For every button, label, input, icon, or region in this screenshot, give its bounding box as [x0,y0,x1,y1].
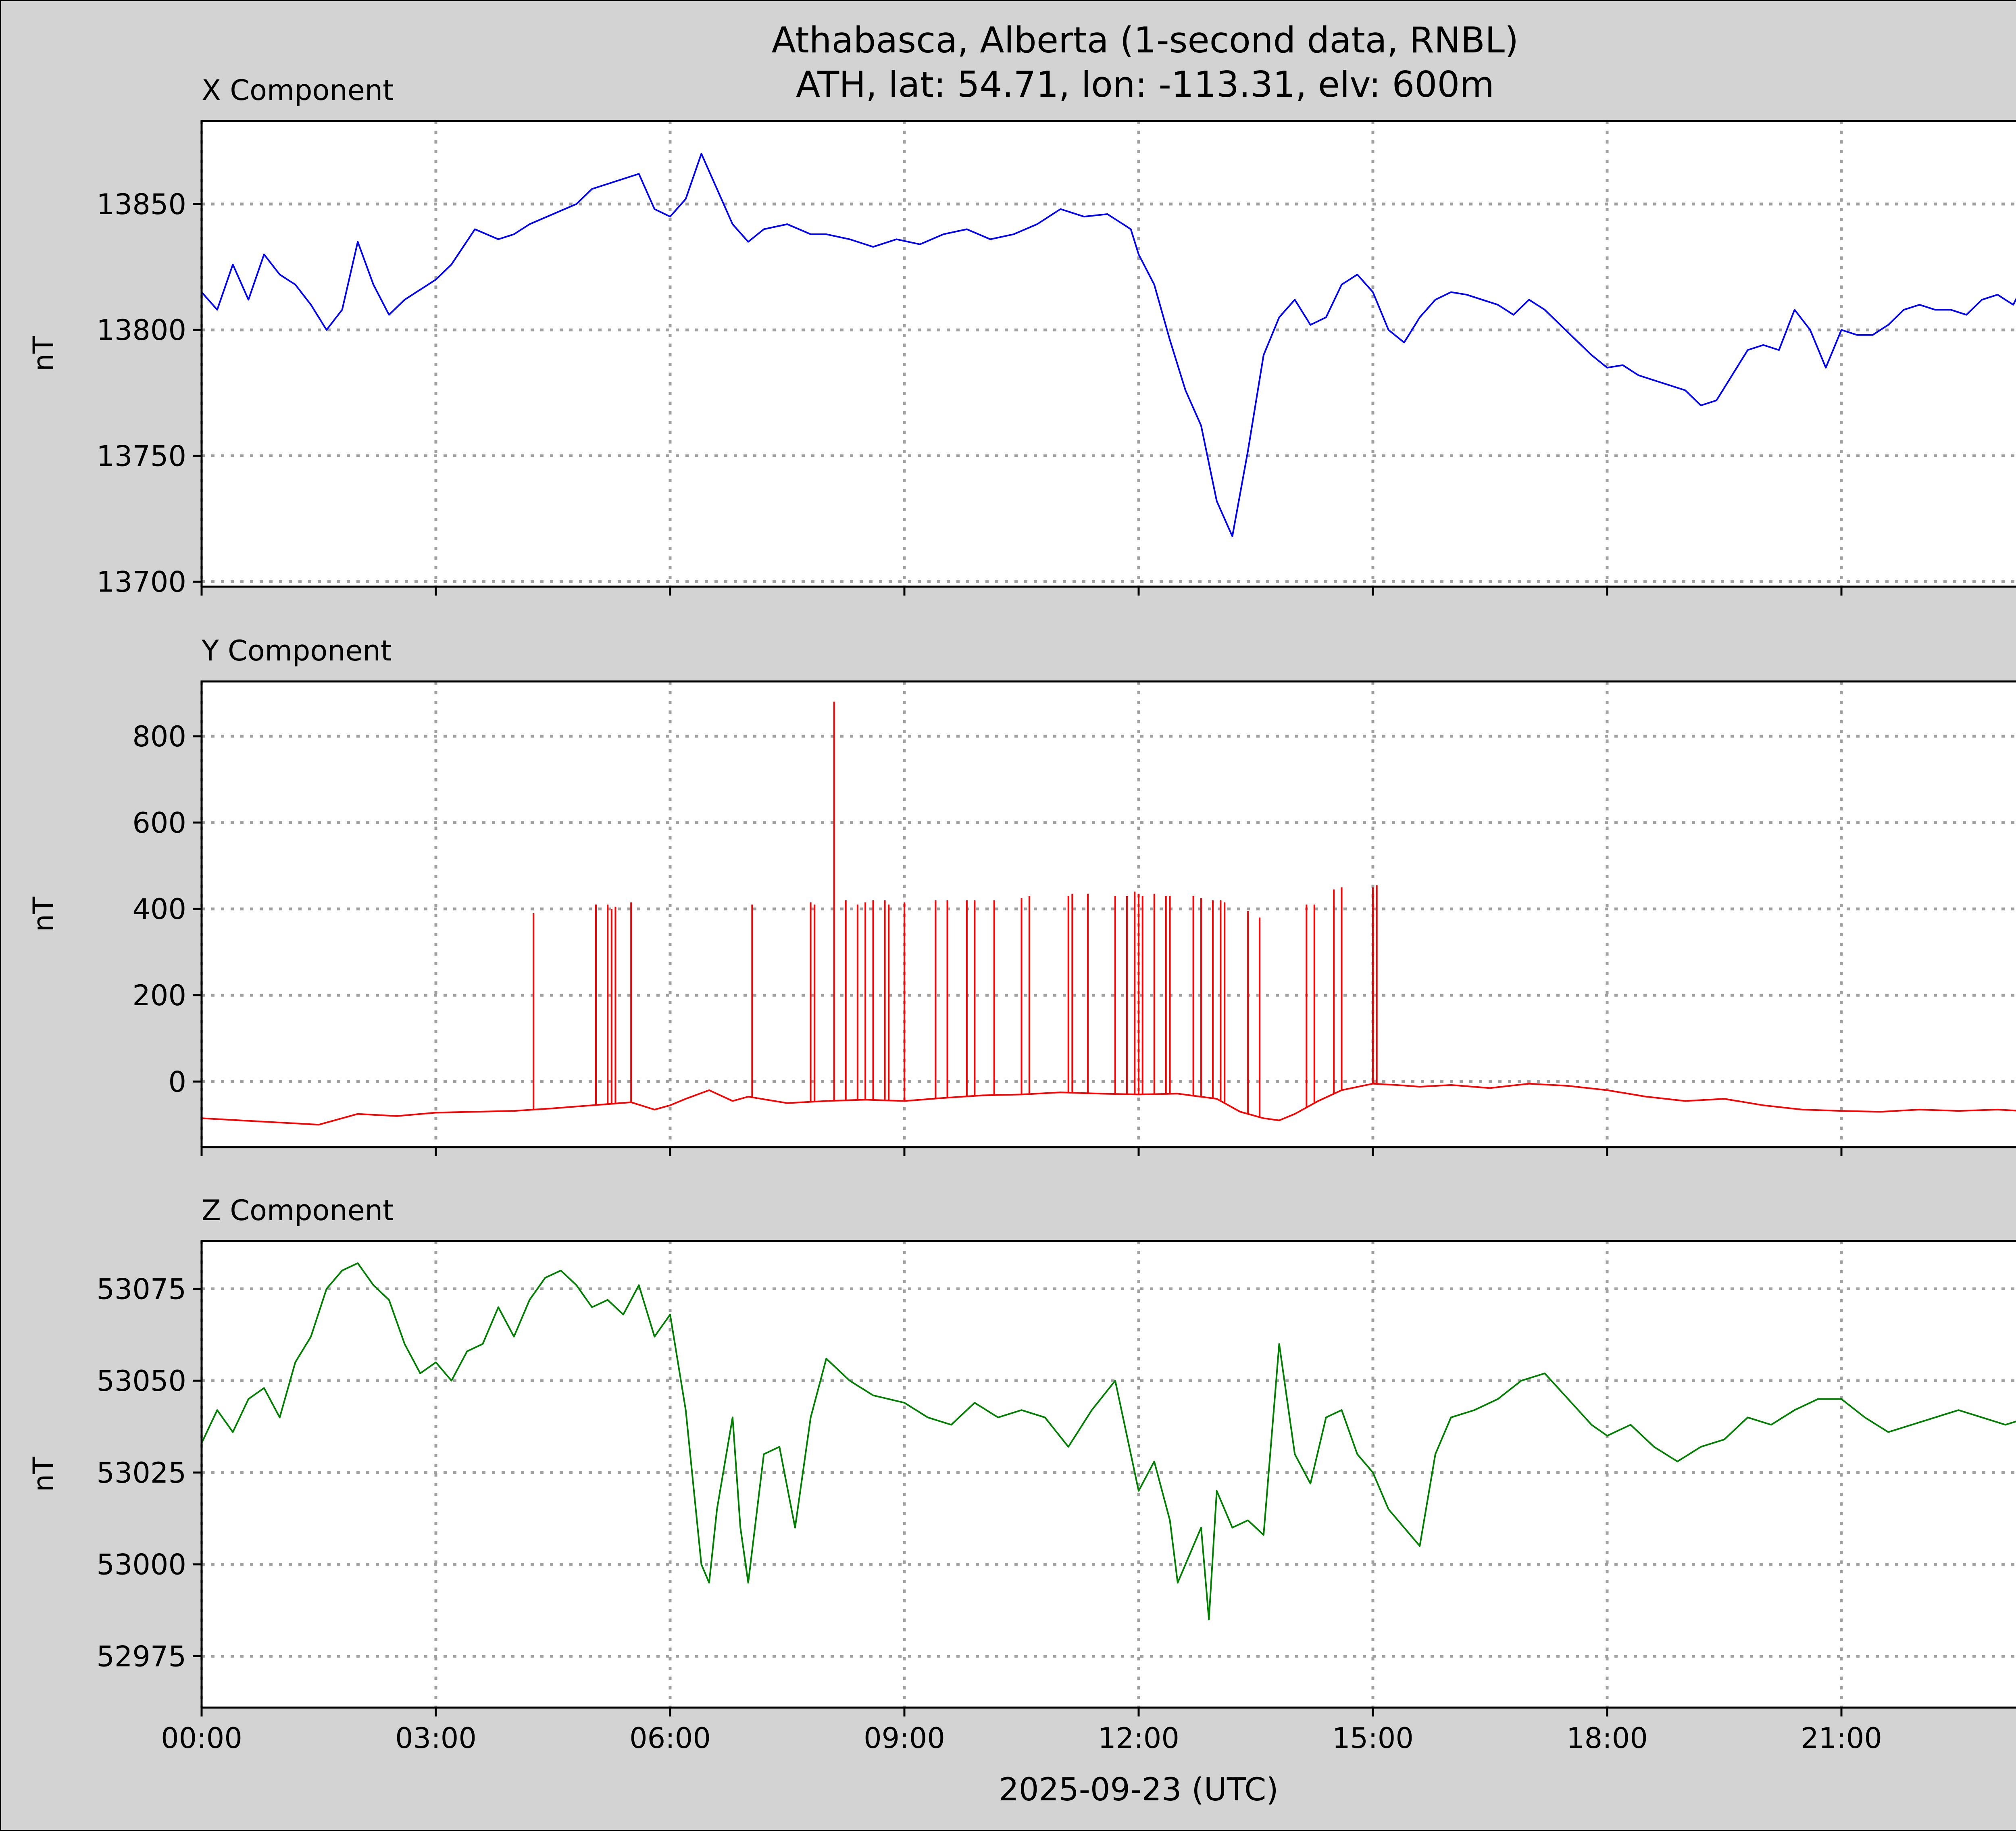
y-y-tick-label: 800 [132,720,186,753]
x-tick-label: 09:00 [864,1722,945,1755]
x-plot-area [202,121,2016,587]
x-y-tick-label: 13700 [96,566,186,599]
z-y-tick-label: 52975 [96,1640,186,1673]
x-axis-label: 2025-09-23 (UTC) [999,1772,1279,1808]
x-tick-label: 06:00 [629,1722,711,1755]
y-component-panel: 0 200 400 600 800 Y Component nT [27,634,2016,1156]
x-tick-label: 03:00 [395,1722,477,1755]
x-series-line [202,153,2016,537]
x-tick-label: 12:00 [1098,1722,1179,1755]
y-series-line [202,1083,2016,1126]
y-y-tick-label: 600 [132,806,186,839]
z-y-tick-label: 53000 [96,1548,186,1581]
x-component-title: X Component [202,74,394,107]
x-y-tick-label: 13800 [96,314,186,347]
x-tick-label: 18:00 [1566,1722,1648,1755]
y-y-axis-label: nT [27,897,60,932]
x-tick-label: 15:00 [1332,1722,1414,1755]
y-plot-area [202,681,2016,1147]
y-y-tick-label: 400 [132,893,186,926]
figure-subtitle: ATH, lat: 54.71, lon: -113.31, elv: 600m [796,64,1494,105]
z-y-tick-label: 53075 [96,1273,186,1306]
x-y-axis-label: nT [27,336,60,371]
panels: 13700 13750 13800 13850 X Component nT 0 200 400… [27,74,2016,1755]
z-series-line [202,1262,2016,1621]
x-y-tick-label: 13750 [96,440,186,473]
z-plot-area [202,1241,2016,1708]
y-y-tick-label: 200 [132,979,186,1012]
z-y-tick-label: 53025 [96,1456,186,1489]
x-y-tick-label: 13850 [96,188,186,221]
y-y-tick-label: 0 [168,1065,186,1098]
x-tick-label: 21:00 [1801,1722,1882,1755]
x-component-panel: 13700 13750 13800 13850 X Component nT [27,74,2016,599]
z-component-panel: 52975 53000 53025 53050 53075 00:00 03:00 06:00… [27,1194,2016,1755]
y-component-title: Y Component [201,634,392,667]
z-component-title: Z Component [202,1194,394,1227]
z-y-tick-label: 53050 [96,1364,186,1398]
x-tick-label: 00:00 [161,1722,242,1755]
figure-title: Athabasca, Alberta (1-second data, RNBL) [772,19,1519,61]
z-y-axis-label: nT [27,1457,60,1492]
